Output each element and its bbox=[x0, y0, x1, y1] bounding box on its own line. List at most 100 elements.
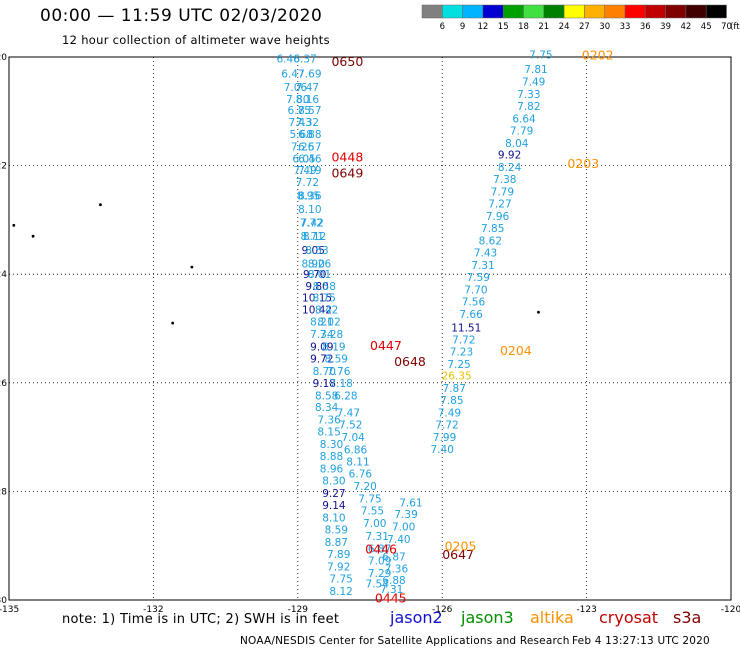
satellite-jason3-label: jason3 bbox=[461, 608, 514, 627]
y-tick-label: 20 bbox=[0, 53, 7, 63]
legend-label: 42 bbox=[680, 22, 691, 32]
wave-height-value: 6.47 bbox=[281, 68, 304, 80]
wave-height-value: 9.70 bbox=[303, 269, 326, 281]
wave-height-value: 7.66 bbox=[459, 309, 483, 321]
legend-swatch bbox=[624, 4, 646, 19]
wave-height-value: 8.10 bbox=[298, 204, 321, 216]
wave-height-value: 7.52 bbox=[339, 420, 362, 432]
wave-height-value: 7.49 bbox=[438, 408, 461, 420]
wave-height-value: 7.32 bbox=[296, 117, 319, 129]
legend-swatch bbox=[462, 4, 484, 19]
legend-label: 70 bbox=[721, 22, 732, 32]
wave-height-value: 7.85 bbox=[440, 395, 463, 407]
wave-height-value: 7.92 bbox=[327, 561, 350, 573]
time-label: 0202 bbox=[582, 47, 614, 62]
wave-height-value: 8.58 bbox=[315, 390, 338, 402]
wave-height-value: 7.72 bbox=[452, 334, 475, 346]
legend-swatch bbox=[543, 4, 565, 19]
y-tick-label: 22 bbox=[0, 162, 7, 172]
wave-height-value: 9.72 bbox=[310, 353, 333, 365]
wave-height-value: 7.31 bbox=[471, 260, 494, 272]
wave-height-value: 7.54 bbox=[366, 579, 390, 591]
wave-height-value: 7.39 bbox=[394, 509, 417, 521]
legend-label: 6 bbox=[440, 22, 445, 32]
legend-swatch bbox=[665, 4, 687, 19]
x-tick-label: -123 bbox=[576, 605, 596, 615]
wave-height-value: 7.85 bbox=[481, 223, 504, 235]
wave-height-value: 7.04 bbox=[341, 432, 365, 444]
footer-timestamp: Feb 4 13:27:13 UTC 2020 bbox=[572, 635, 710, 647]
legend-label: 15 bbox=[498, 22, 509, 32]
x-tick-label: -135 bbox=[0, 605, 19, 615]
wave-height-value: 8.34 bbox=[315, 402, 339, 414]
time-label: 0447 bbox=[370, 338, 402, 353]
legend-swatch bbox=[523, 4, 545, 19]
wave-height-value: 8.90 bbox=[302, 258, 325, 270]
wave-height-value: 7.25 bbox=[447, 359, 470, 371]
wave-height-value: 7.00 bbox=[392, 522, 415, 534]
wave-height-value: 6.28 bbox=[334, 390, 357, 402]
wave-height-value: 10.15 bbox=[302, 293, 332, 305]
wave-height-value: 7.81 bbox=[524, 64, 547, 76]
wave-height-value: 8.12 bbox=[303, 231, 326, 243]
wave-height-value: 7.19 bbox=[298, 165, 321, 177]
wave-height-value: 5.68 bbox=[289, 129, 312, 141]
wave-height-value: 8.30 bbox=[322, 476, 345, 488]
lat-lon-grid bbox=[9, 57, 731, 600]
legend-swatch bbox=[502, 4, 524, 19]
legend-label: 9 bbox=[460, 22, 465, 32]
wave-height-value: 7.31 bbox=[366, 531, 389, 543]
legend-label: 21 bbox=[538, 22, 549, 32]
wave-height-value: 10.42 bbox=[302, 304, 332, 316]
wave-height-value: 8.30 bbox=[320, 439, 343, 451]
island-marker bbox=[31, 234, 35, 238]
time-label: 0203 bbox=[567, 156, 599, 171]
wave-height-value: 7.75 bbox=[329, 573, 352, 585]
wave-height-value: 9.92 bbox=[498, 150, 521, 162]
legend-swatch bbox=[421, 4, 443, 19]
wave-height-value: 26.35 bbox=[442, 371, 472, 383]
y-tick-label: 26 bbox=[0, 379, 7, 389]
wave-height-value: 8.15 bbox=[317, 427, 340, 439]
island-marker bbox=[190, 265, 194, 269]
y-tick-label: 30 bbox=[0, 596, 7, 606]
legend-swatch bbox=[442, 4, 463, 19]
axis-tick-labels: -135 -132 -129 -126 -123 -120 20 22 24 26 28 30 bbox=[0, 53, 740, 615]
wave-height-value: 7.89 bbox=[327, 549, 350, 561]
legend-swatch bbox=[705, 4, 727, 19]
wave-height-value: 7.76 bbox=[327, 366, 351, 378]
wave-height-value: 7.20 bbox=[353, 481, 376, 493]
x-tick-label: -126 bbox=[432, 605, 453, 615]
wave-height-value: 7.09 bbox=[368, 555, 391, 567]
time-label: 0448 bbox=[331, 149, 363, 164]
wave-height-value: 8.95 bbox=[297, 190, 320, 202]
wave-height-value: 7.75 bbox=[358, 493, 381, 505]
wave-height-value: 8.62 bbox=[479, 236, 502, 248]
wave-height-value: 7.70 bbox=[464, 284, 487, 296]
wave-height-value: 8.42 bbox=[315, 304, 338, 316]
wave-height-value: 8.26 bbox=[308, 258, 332, 270]
islands bbox=[12, 203, 540, 325]
wave-height-value: 7.79 bbox=[510, 125, 533, 137]
legend-label: 27 bbox=[579, 22, 590, 32]
wave-height-value: 8.58 bbox=[313, 281, 336, 293]
satellite-altika-label: altika bbox=[530, 608, 574, 627]
wave-height-value: 11.51 bbox=[451, 322, 481, 334]
wave-height-value: 7.82 bbox=[517, 101, 540, 113]
wave-height-value: 7.06 bbox=[284, 82, 308, 94]
time-label: 0647 bbox=[442, 547, 474, 562]
wave-height-value: 8.19 bbox=[322, 341, 345, 353]
satellite-cryosat-label: cryosat bbox=[599, 608, 659, 627]
wave-height-value: 8.02 bbox=[317, 316, 340, 328]
wave-height-value: 8.04 bbox=[505, 138, 529, 150]
altimeter-tracks: 6.466.376.477.697.067.477.808.166.758.57… bbox=[276, 49, 552, 597]
legend-swatch bbox=[645, 4, 666, 19]
wave-height-value: 7.36 bbox=[385, 564, 409, 576]
wave-height-value: 7.47 bbox=[337, 408, 360, 420]
wave-height-value: 7.43 bbox=[474, 247, 497, 259]
wave-height-value: 7.96 bbox=[486, 211, 510, 223]
wave-height-value: 8.24 bbox=[498, 162, 522, 174]
legend-label: 45 bbox=[701, 22, 712, 32]
wave-height-value: 8.59 bbox=[325, 524, 348, 536]
